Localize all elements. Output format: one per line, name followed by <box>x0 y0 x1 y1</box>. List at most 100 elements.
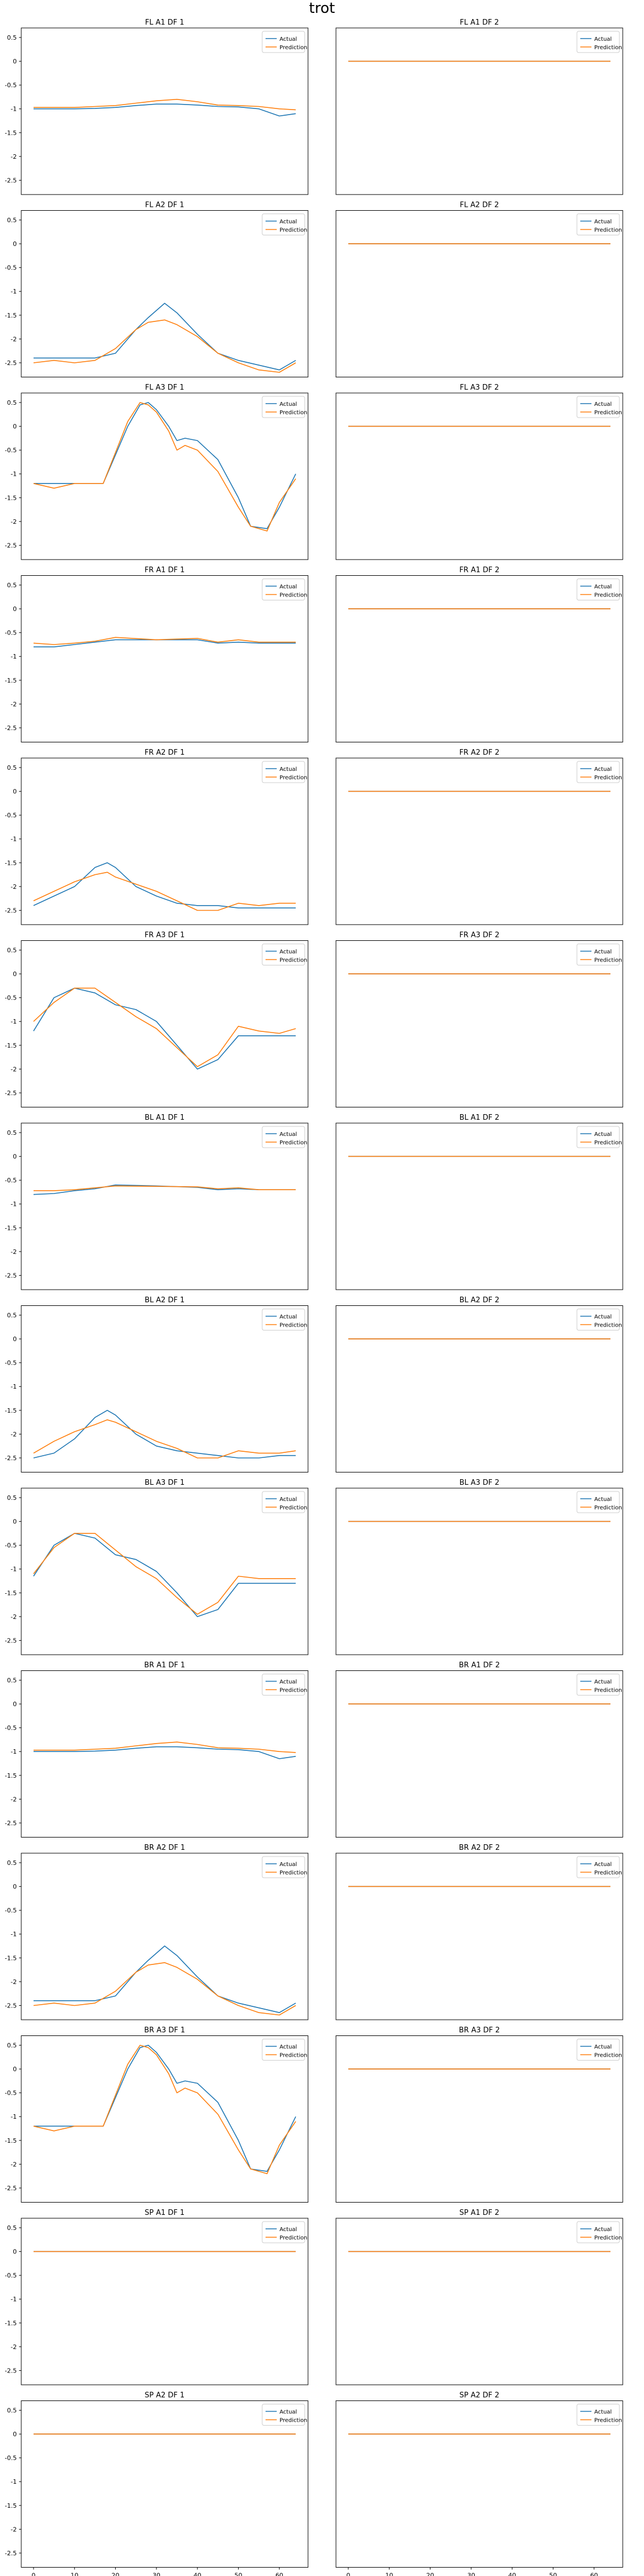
subplot-title: FR A3 DF 1 <box>145 931 185 940</box>
y-tick-label: -2 <box>11 1796 17 1803</box>
y-tick-label: 0 <box>13 58 17 65</box>
y-tick-label: 0 <box>13 1883 17 1891</box>
y-tick-label: -2 <box>11 883 17 891</box>
y-tick-label: -0.5 <box>5 2455 17 2462</box>
series-line-prediction <box>34 98 296 111</box>
y-tick-label: -1 <box>11 1566 17 1573</box>
y-tick-label: -2.5 <box>5 2185 17 2192</box>
legend-label: Actual <box>280 1679 297 1685</box>
subplot: BL A1 DF 2 Actual Prediction <box>335 1114 623 1290</box>
y-tick-label: -2 <box>11 2161 17 2168</box>
y-tick-label: -1.5 <box>5 1954 17 1962</box>
subplot: FL A2 DF 1 0.5 0 -0.5 -1 -1.5 -2 -2.5 Actual Pred… <box>5 201 309 377</box>
y-tick-label: -0.5 <box>5 1725 17 1732</box>
x-tick-label: 50 <box>549 2572 557 2576</box>
axes-frame <box>21 757 309 925</box>
series-line-actual <box>34 2044 296 2172</box>
figure-title: trot <box>309 0 335 17</box>
legend-label: Prediction <box>594 2235 622 2241</box>
subplot: FR A2 DF 2 Actual Prediction <box>335 749 623 925</box>
y-tick-label: -2.5 <box>5 1272 17 1279</box>
axes-frame <box>21 1670 309 1838</box>
subplot-title: BL A3 DF 2 <box>460 1479 499 1487</box>
y-tick-label: -2 <box>11 1431 17 1438</box>
x-tick-label: 10 <box>385 2572 393 2576</box>
subplot-title: BR A1 DF 2 <box>459 1661 500 1670</box>
axes-frame <box>335 2035 623 2203</box>
y-tick-label: -1.5 <box>5 1772 17 1779</box>
x-tick-label: 20 <box>112 2572 120 2576</box>
axes-frame <box>335 2218 623 2385</box>
x-tick-label: 30 <box>153 2572 160 2576</box>
legend-label: Actual <box>280 1314 297 1320</box>
y-tick-label: -1 <box>11 1931 17 1938</box>
subplot: SP A2 DF 2 0 10 20 30 40 50 60 Actual Prediction <box>335 2392 623 2576</box>
axes-frame <box>21 1305 309 1472</box>
y-tick-label: -1.5 <box>5 2319 17 2327</box>
legend-label: Actual <box>594 949 612 955</box>
series-line-actual <box>34 402 296 529</box>
legend-label: Prediction <box>280 410 307 416</box>
legend-label: Prediction <box>594 2053 622 2059</box>
legend-label: Prediction <box>280 1870 307 1876</box>
series-line-prediction <box>33 987 296 1067</box>
legend-label: Actual <box>280 949 297 955</box>
legend-label: Actual <box>594 36 612 42</box>
legend-label: Prediction <box>280 593 307 599</box>
y-tick-label: -0.5 <box>5 447 17 454</box>
y-tick-label: -2 <box>11 700 17 708</box>
y-tick-label: -1 <box>11 2478 17 2485</box>
subplot: FL A2 DF 2 Actual Prediction <box>335 201 623 377</box>
y-tick-label: -2.5 <box>5 177 17 184</box>
x-tick-label: 40 <box>193 2572 201 2576</box>
y-tick-label: -0.5 <box>5 2090 17 2097</box>
axes-frame <box>335 1670 623 1838</box>
y-tick-label: -1 <box>11 1748 17 1755</box>
series-line-prediction <box>33 637 296 645</box>
y-tick-label: 0 <box>13 2248 17 2256</box>
y-tick-label: -2.5 <box>5 2367 17 2374</box>
subplot: BL A2 DF 1 0.5 0 -0.5 -1 -1.5 -2 -2.5 Actual Pred… <box>5 1296 309 1472</box>
series-line-actual <box>33 987 296 1070</box>
legend-label: Actual <box>594 1131 612 1138</box>
subplot-title: FR A1 DF 2 <box>460 566 500 575</box>
subplot: BR A2 DF 1 0.5 0 -0.5 -1 -1.5 -2 -2.5 Actual Pred… <box>5 1844 309 2020</box>
y-tick-label: -2 <box>11 153 17 160</box>
axes-frame <box>21 1123 309 1290</box>
legend-label: Prediction <box>594 410 622 416</box>
subplot: FR A2 DF 1 0.5 0 -0.5 -1 -1.5 -2 -2.5 Actual Pred… <box>5 749 309 925</box>
y-tick-label: -0.5 <box>5 1542 17 1549</box>
legend-label: Actual <box>594 1679 612 1685</box>
series-line-prediction <box>33 319 296 373</box>
y-tick-label: -2.5 <box>5 2002 17 2009</box>
y-tick-label: -1 <box>11 653 17 660</box>
axes-frame <box>335 392 623 560</box>
axes-frame <box>335 1488 623 1655</box>
y-tick-label: -0.5 <box>5 1177 17 1184</box>
axes-frame <box>335 210 623 377</box>
subplot: BL A3 DF 2 Actual Prediction <box>335 1479 623 1655</box>
y-tick-label: -1 <box>11 106 17 113</box>
subplot-title: BL A1 DF 1 <box>145 1114 184 1122</box>
legend-label: Prediction <box>594 1870 622 1876</box>
subplot: BL A2 DF 2 Actual Prediction <box>335 1296 623 1472</box>
series-line-prediction <box>34 1741 296 1753</box>
subplot-title: BR A2 DF 2 <box>459 1844 500 1852</box>
subplot-title: SP A2 DF 1 <box>145 2392 184 2400</box>
legend-label: Actual <box>594 1497 612 1503</box>
y-tick-label: -0.5 <box>5 995 17 1002</box>
y-tick-label: -0.5 <box>5 82 17 89</box>
subplot-title: BL A2 DF 1 <box>145 1296 184 1305</box>
legend-label: Actual <box>594 584 612 590</box>
legend-label: Prediction <box>594 1323 622 1329</box>
legend-label: Actual <box>280 584 297 590</box>
legend-label: Prediction <box>594 958 622 964</box>
subplot: FR A1 DF 2 Actual Prediction <box>335 566 623 742</box>
subplot: FL A1 DF 1 0.5 0 -0.5 -1 -1.5 -2 -2.5 Actual Pred… <box>5 18 309 195</box>
subplot-title: SP A1 DF 1 <box>145 2209 184 2217</box>
legend-label: Actual <box>280 2227 297 2233</box>
y-tick-label: 0 <box>13 2066 17 2073</box>
legend-label: Prediction <box>280 1505 307 1511</box>
y-tick-label: -2 <box>11 1613 17 1621</box>
y-tick-label: -1 <box>11 1383 17 1390</box>
